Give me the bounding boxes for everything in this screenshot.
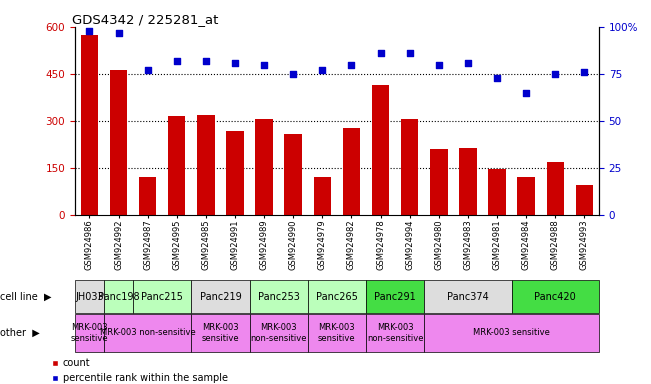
Text: MRK-003
sensitive: MRK-003 sensitive [318,323,355,343]
Bar [255,119,273,215]
Text: MRK-003 non-sensitive: MRK-003 non-sensitive [100,328,195,338]
Point [230,60,240,66]
Bar [342,128,360,215]
Point [521,90,531,96]
Point [492,74,502,81]
Bar [518,177,535,215]
Point [172,58,182,64]
Text: MRK-003
sensitive: MRK-003 sensitive [202,323,240,343]
Text: Panc291: Panc291 [374,291,416,302]
Bar [430,149,447,215]
Point [376,50,386,56]
Point [84,28,94,34]
Text: MRK-003
sensitive: MRK-003 sensitive [70,323,108,343]
Text: other  ▶: other ▶ [0,328,40,338]
Point [113,30,124,36]
Text: cell line  ▶: cell line ▶ [0,291,51,302]
Text: Panc198: Panc198 [98,291,139,302]
Bar [401,119,419,215]
Bar [227,131,243,215]
Text: Panc265: Panc265 [316,291,358,302]
Bar [575,185,593,215]
Bar [372,85,389,215]
Point [317,67,327,73]
Text: Panc215: Panc215 [141,291,183,302]
Point [434,61,444,68]
Point [201,58,211,64]
Bar [139,177,156,215]
Point [259,61,270,68]
Point [579,69,590,75]
Bar [168,116,186,215]
Text: MRK-003
non-sensitive: MRK-003 non-sensitive [251,323,307,343]
Text: Panc420: Panc420 [534,291,576,302]
Text: MRK-003
non-sensitive: MRK-003 non-sensitive [367,323,423,343]
Bar [81,35,98,215]
Text: Panc253: Panc253 [258,291,299,302]
Bar [488,169,506,215]
Bar [284,134,302,215]
Text: MRK-003 sensitive: MRK-003 sensitive [473,328,550,338]
Bar [197,115,215,215]
Bar [459,147,477,215]
Bar [314,177,331,215]
Point [346,61,357,68]
Bar [547,162,564,215]
Point [288,71,298,77]
Text: GDS4342 / 225281_at: GDS4342 / 225281_at [72,13,219,26]
Bar [110,70,128,215]
Point [463,60,473,66]
Point [143,67,153,73]
Legend: count, percentile rank within the sample: count, percentile rank within the sample [47,354,232,384]
Point [404,50,415,56]
Text: Panc219: Panc219 [200,291,242,302]
Text: JH033: JH033 [75,291,104,302]
Text: Panc374: Panc374 [447,291,489,302]
Point [550,71,561,77]
